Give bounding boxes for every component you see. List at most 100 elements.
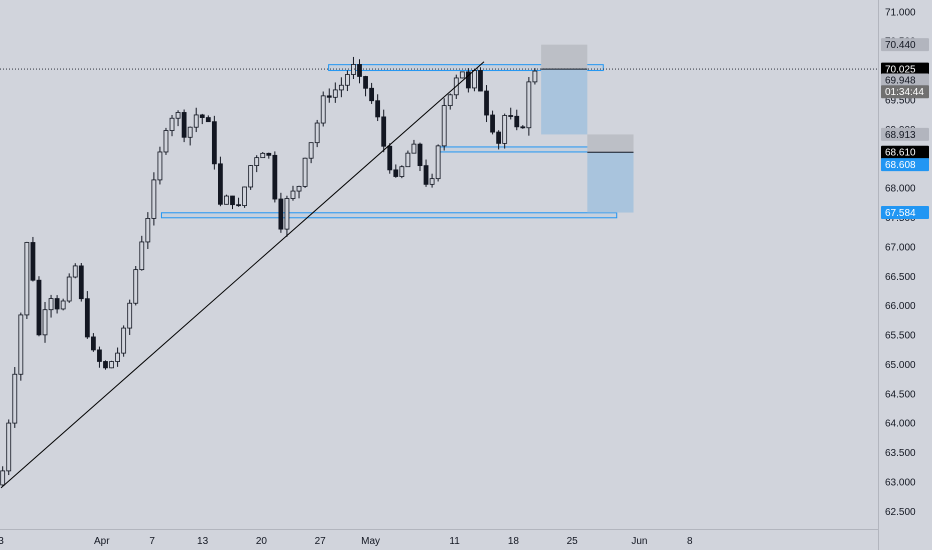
candle[interactable] <box>0 466 6 486</box>
candle[interactable] <box>230 195 235 210</box>
candle[interactable] <box>211 115 217 170</box>
candle[interactable] <box>472 69 477 92</box>
mid-support-zone[interactable] <box>437 146 607 153</box>
candle[interactable] <box>296 185 302 199</box>
candle[interactable] <box>205 115 211 123</box>
candle[interactable] <box>381 109 387 153</box>
candle[interactable] <box>127 299 133 335</box>
candle[interactable] <box>308 142 314 164</box>
candle[interactable] <box>48 294 54 318</box>
short-position-2-stop-area[interactable] <box>587 134 634 153</box>
candle[interactable] <box>266 152 272 159</box>
candle[interactable] <box>423 159 429 187</box>
candle[interactable] <box>514 109 520 131</box>
candle[interactable] <box>435 144 441 182</box>
short-position-2-target-area[interactable] <box>587 152 634 213</box>
candle[interactable] <box>520 125 526 129</box>
candle[interactable] <box>224 194 229 205</box>
candle[interactable] <box>254 155 260 173</box>
candle[interactable] <box>417 142 423 172</box>
candle[interactable] <box>302 157 308 188</box>
candle[interactable] <box>351 56 356 80</box>
candle[interactable] <box>66 273 72 303</box>
candle[interactable] <box>187 126 193 146</box>
candle[interactable] <box>36 276 42 337</box>
candle[interactable] <box>459 71 465 79</box>
candle[interactable] <box>163 127 169 155</box>
candle[interactable] <box>133 266 139 306</box>
candle[interactable] <box>369 82 375 104</box>
candle[interactable] <box>193 107 199 133</box>
candle[interactable] <box>272 151 278 203</box>
candle[interactable] <box>405 150 411 168</box>
ascending-trendline[interactable] <box>0 61 485 489</box>
candle[interactable] <box>24 241 30 320</box>
candle[interactable] <box>54 295 60 314</box>
candle[interactable] <box>399 165 405 179</box>
resistance-zone[interactable] <box>328 64 604 72</box>
candle[interactable] <box>314 119 320 148</box>
candle[interactable] <box>157 146 163 185</box>
candle[interactable] <box>139 235 145 271</box>
candle[interactable] <box>290 185 296 201</box>
time-axis[interactable]: 3 Apr 7 13 20 27 May 11 18 25 Jun 8 <box>0 536 693 547</box>
candle[interactable] <box>484 85 489 123</box>
candle[interactable] <box>218 156 223 207</box>
candle[interactable] <box>526 77 532 136</box>
candle[interactable] <box>345 70 350 92</box>
candle[interactable] <box>532 68 538 85</box>
candle[interactable] <box>332 82 338 103</box>
candle[interactable] <box>18 312 24 381</box>
candle[interactable] <box>145 212 151 249</box>
candle[interactable] <box>441 98 447 151</box>
candle[interactable] <box>91 333 96 352</box>
candle[interactable] <box>363 75 368 97</box>
price-tick-label: 66.000 <box>885 301 916 312</box>
candle[interactable] <box>447 93 453 110</box>
candle[interactable] <box>121 325 127 357</box>
candle[interactable] <box>260 151 266 159</box>
candle[interactable] <box>387 143 393 174</box>
candle[interactable] <box>151 172 157 226</box>
candle[interactable] <box>12 367 18 428</box>
candle[interactable] <box>242 186 248 208</box>
candle[interactable] <box>30 236 36 282</box>
candle[interactable] <box>508 107 514 120</box>
candle[interactable] <box>236 197 241 207</box>
candle[interactable] <box>6 419 12 476</box>
candle[interactable] <box>320 91 326 127</box>
candle[interactable] <box>103 360 108 370</box>
short-position-1-target-area[interactable] <box>541 69 588 135</box>
candle[interactable] <box>115 347 120 367</box>
candle[interactable] <box>199 113 205 125</box>
candle[interactable] <box>97 346 102 368</box>
candle[interactable] <box>72 263 78 279</box>
candle[interactable] <box>169 115 175 137</box>
candle[interactable] <box>278 192 284 233</box>
candle[interactable] <box>284 195 290 237</box>
candle[interactable] <box>84 291 90 339</box>
candle[interactable] <box>78 263 84 302</box>
candle[interactable] <box>357 59 362 84</box>
candle[interactable] <box>375 94 381 122</box>
time-tick-label: 20 <box>256 536 268 547</box>
candle[interactable] <box>429 173 435 188</box>
lower-support-zone[interactable] <box>160 212 618 219</box>
candle[interactable] <box>502 113 508 149</box>
candle[interactable] <box>181 109 187 143</box>
candle[interactable] <box>411 139 417 154</box>
candle[interactable] <box>60 298 66 311</box>
candle[interactable] <box>490 110 495 135</box>
candle[interactable] <box>393 164 399 178</box>
candle[interactable] <box>109 360 114 369</box>
candle[interactable] <box>326 88 332 103</box>
candle[interactable] <box>248 165 254 190</box>
candle[interactable] <box>478 67 483 92</box>
candle[interactable] <box>338 77 344 98</box>
short-position-1-stop-area[interactable] <box>541 44 588 70</box>
candle[interactable] <box>465 68 471 93</box>
candle[interactable] <box>42 301 48 343</box>
candle[interactable] <box>496 130 502 150</box>
candle[interactable] <box>175 110 181 127</box>
